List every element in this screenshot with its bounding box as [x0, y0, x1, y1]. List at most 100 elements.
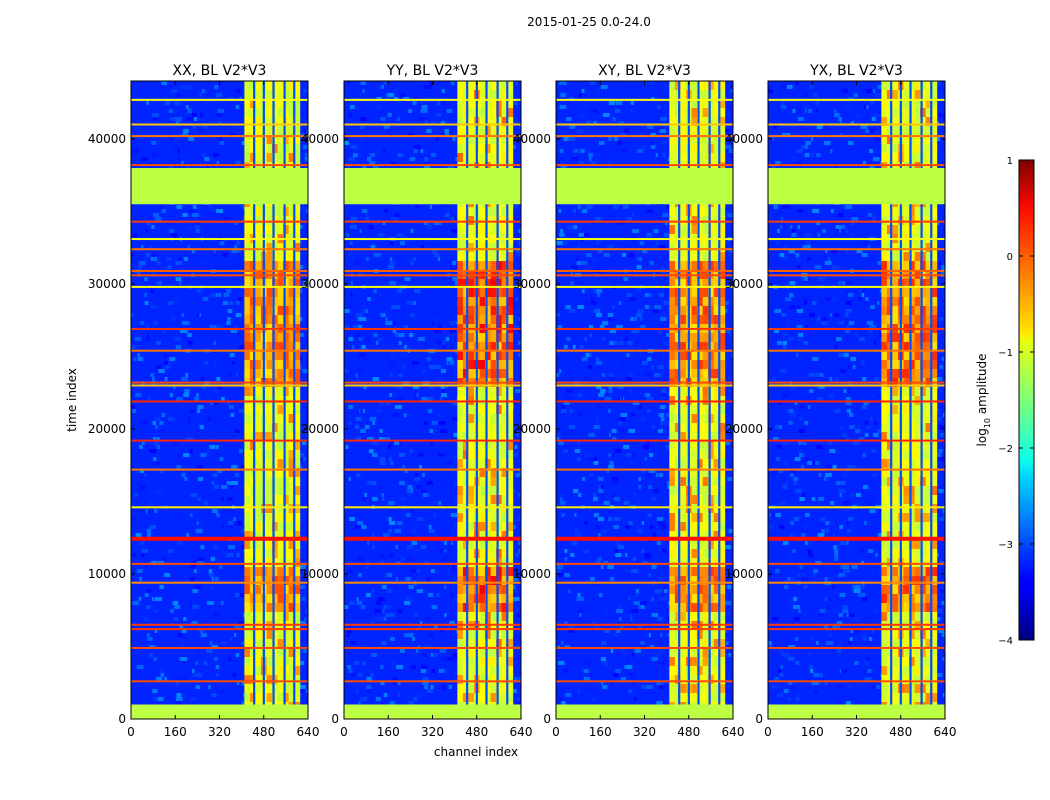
band-cell [485, 639, 492, 649]
rfi-line [344, 623, 521, 626]
band-cell [288, 162, 295, 172]
band-cell [496, 504, 503, 514]
band-cell [479, 414, 486, 424]
colorbar-ticks: 10−1−2−3−4 [998, 156, 1034, 647]
band-cell [925, 126, 932, 136]
band-cell [490, 99, 497, 109]
band-cell [892, 126, 899, 136]
band-cell [920, 630, 927, 640]
band-cell [462, 477, 469, 487]
band-cell [266, 414, 273, 424]
band-cell [920, 504, 927, 514]
band-cell [283, 126, 290, 136]
band-cell [457, 315, 464, 325]
band-cell [283, 558, 290, 568]
band-cell [479, 450, 486, 460]
band-cell [501, 504, 508, 514]
band-cell [490, 666, 497, 676]
band-cell [294, 684, 301, 694]
band-cell [680, 684, 687, 694]
rfi-line [131, 220, 308, 223]
band-cell [496, 531, 503, 541]
band-cell [881, 675, 888, 685]
band-cell [283, 657, 290, 667]
band-cell [708, 207, 715, 217]
band-cell [501, 693, 508, 703]
band-cell [719, 441, 726, 451]
band-cell [468, 369, 475, 379]
band-cell [485, 297, 492, 307]
band-cell [674, 432, 681, 442]
band-cell [244, 108, 251, 118]
colorbar-tick-label: −2 [998, 444, 1013, 455]
band-cell [490, 225, 497, 235]
band-cell [507, 405, 514, 415]
band-cell [719, 612, 726, 622]
band-cell [507, 135, 514, 145]
band-cell [713, 441, 720, 451]
band-cell [708, 504, 715, 514]
band-cell [294, 549, 301, 559]
band-cell [697, 675, 704, 685]
rfi-line [344, 269, 521, 272]
band-cell [507, 243, 514, 253]
band-cell [909, 603, 916, 613]
band-cell [501, 612, 508, 622]
band-cell [925, 387, 932, 397]
band-cell [490, 603, 497, 613]
band-cell [881, 612, 888, 622]
band-cell [691, 477, 698, 487]
band-cell [277, 108, 284, 118]
band-cell [914, 153, 921, 163]
band-cell [713, 477, 720, 487]
band-cell [266, 369, 273, 379]
band-cell [702, 495, 709, 505]
band-cell [244, 504, 251, 514]
band-cell [914, 639, 921, 649]
band-cell [674, 126, 681, 136]
band-cell [266, 657, 273, 667]
rfi-line [556, 384, 733, 387]
band-cell [496, 360, 503, 370]
band-cell [266, 144, 273, 154]
band-cell [708, 540, 715, 550]
band-cell [702, 414, 709, 424]
band-cell [249, 423, 256, 433]
band-cell [708, 558, 715, 568]
rfi-line [131, 628, 308, 631]
band-cell [674, 531, 681, 541]
rfi-line [131, 646, 308, 649]
y-tick-label: 0 [755, 712, 763, 726]
band-cell [719, 468, 726, 478]
y-tick-label: 40000 [301, 132, 339, 146]
band-cell [462, 387, 469, 397]
band-cell [272, 297, 279, 307]
band-cell [702, 531, 709, 541]
band-cell [255, 414, 262, 424]
band-cell [708, 432, 715, 442]
band-cell [914, 90, 921, 100]
band-cell [702, 612, 709, 622]
band-cell [479, 252, 486, 262]
band-cell [925, 558, 932, 568]
band-cell [713, 495, 720, 505]
band-cell [255, 459, 262, 469]
rfi-line [344, 581, 521, 584]
band-cell [485, 81, 492, 91]
band-gap [272, 81, 275, 719]
band-cell [931, 252, 938, 262]
rfi-line [556, 269, 733, 272]
band-cell [674, 441, 681, 451]
band-cell [886, 522, 893, 532]
band-cell [507, 684, 514, 694]
band-cell [501, 297, 508, 307]
band-cell [680, 297, 687, 307]
band-cell [485, 360, 492, 370]
band-cell [931, 675, 938, 685]
band-cell [496, 108, 503, 118]
band-cell [479, 513, 486, 523]
band-cell [496, 117, 503, 127]
band-cell [669, 612, 676, 622]
band-cell [507, 495, 514, 505]
band-cell [697, 513, 704, 523]
